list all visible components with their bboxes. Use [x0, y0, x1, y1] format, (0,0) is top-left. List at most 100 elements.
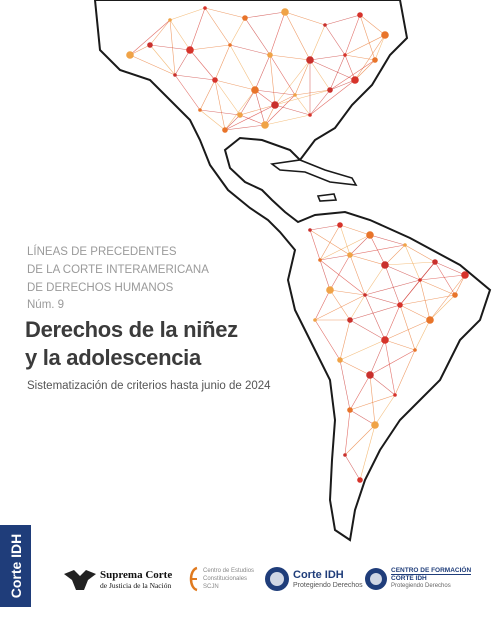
network-link [394, 349, 416, 396]
network-link [224, 104, 276, 131]
network-node [337, 222, 343, 228]
series-line: LÍNEAS DE PRECEDENTES [27, 246, 177, 258]
network-link [199, 79, 216, 111]
issue-number: Núm. 9 [27, 299, 65, 311]
network-link [319, 259, 366, 296]
logo-text: CENTRO DE FORMACIÓN [391, 567, 472, 574]
network-link [264, 94, 296, 126]
network-link [354, 59, 376, 81]
logo-text: Suprema Corte [100, 568, 173, 581]
seal-icon [365, 568, 387, 590]
network-node [326, 286, 334, 294]
network-node [126, 51, 134, 59]
network-node [413, 348, 417, 352]
network-link [344, 14, 361, 56]
network-link [214, 79, 226, 131]
network-node [251, 86, 259, 94]
network-link [329, 79, 356, 91]
network-link [229, 17, 246, 46]
logo-text: Centro de Estudios [203, 568, 255, 574]
network-link [309, 89, 331, 116]
network-link [329, 289, 366, 296]
network-link [284, 11, 311, 61]
network-link [239, 89, 256, 116]
network-link [174, 74, 216, 81]
network-link [244, 17, 271, 56]
network-node [313, 318, 317, 322]
network-node [318, 258, 322, 262]
network-link [434, 261, 456, 296]
network-node [308, 228, 312, 232]
network-link [244, 11, 286, 19]
network-link [339, 359, 351, 411]
network-node [357, 477, 363, 483]
logo-text: Protegiendo Derechos [391, 583, 451, 589]
network-link [149, 44, 176, 76]
network-link [339, 224, 351, 256]
network-link [344, 54, 376, 61]
network-node [432, 259, 438, 265]
network-link [169, 7, 206, 21]
network-node [381, 31, 389, 39]
cec-icon [189, 566, 198, 592]
network-link [294, 59, 311, 96]
network-link [189, 7, 206, 51]
network-link [434, 261, 466, 276]
network-node [381, 336, 389, 344]
network-link [364, 264, 386, 296]
network-link [254, 89, 266, 126]
network-link [254, 89, 296, 96]
network-link [269, 11, 286, 56]
network-link [324, 24, 346, 56]
network-link [274, 59, 311, 106]
network-node [168, 18, 172, 22]
network-node [228, 43, 232, 47]
network-node [351, 76, 359, 84]
network-link [399, 304, 431, 321]
network-link [384, 339, 416, 351]
network-link [149, 44, 191, 51]
network-link [369, 349, 416, 376]
network-link [354, 34, 386, 81]
side-tab: Corte IDH [0, 525, 31, 607]
network-link [199, 109, 226, 131]
network-link [384, 261, 436, 266]
network-node [381, 261, 389, 269]
logo-text: Constitucionales [203, 576, 248, 582]
network-link [309, 59, 356, 81]
network-node [347, 407, 353, 413]
title-line: y la adolescencia [25, 345, 201, 370]
subtitle: Sistematización de criterios hasta junio… [27, 380, 271, 392]
network-link [429, 274, 466, 321]
network-link [414, 319, 431, 351]
network-link [284, 11, 326, 26]
network-node [323, 23, 327, 27]
network-link [239, 114, 266, 126]
network-link [339, 319, 351, 361]
network-link [269, 54, 296, 96]
network-link [214, 44, 231, 81]
network-link [344, 54, 356, 81]
network-link [339, 224, 371, 236]
network-link [349, 294, 366, 321]
logo-scjn: Suprema Corte de Justicia de la Nación [62, 562, 172, 596]
network [126, 6, 469, 483]
network-link [349, 409, 376, 426]
network-link [319, 259, 331, 291]
network-link [364, 294, 401, 306]
network-link [309, 54, 346, 61]
network-node [222, 127, 228, 133]
network-node [363, 293, 367, 297]
network-link [329, 54, 346, 91]
network-link [399, 294, 456, 306]
network-link [369, 234, 406, 246]
network-node [418, 278, 422, 282]
network-link [309, 79, 356, 116]
network-node [267, 52, 273, 58]
network-link [149, 19, 171, 46]
network-node [308, 113, 312, 117]
network-link [204, 7, 246, 19]
network-link [224, 124, 266, 131]
network-node [212, 77, 218, 83]
